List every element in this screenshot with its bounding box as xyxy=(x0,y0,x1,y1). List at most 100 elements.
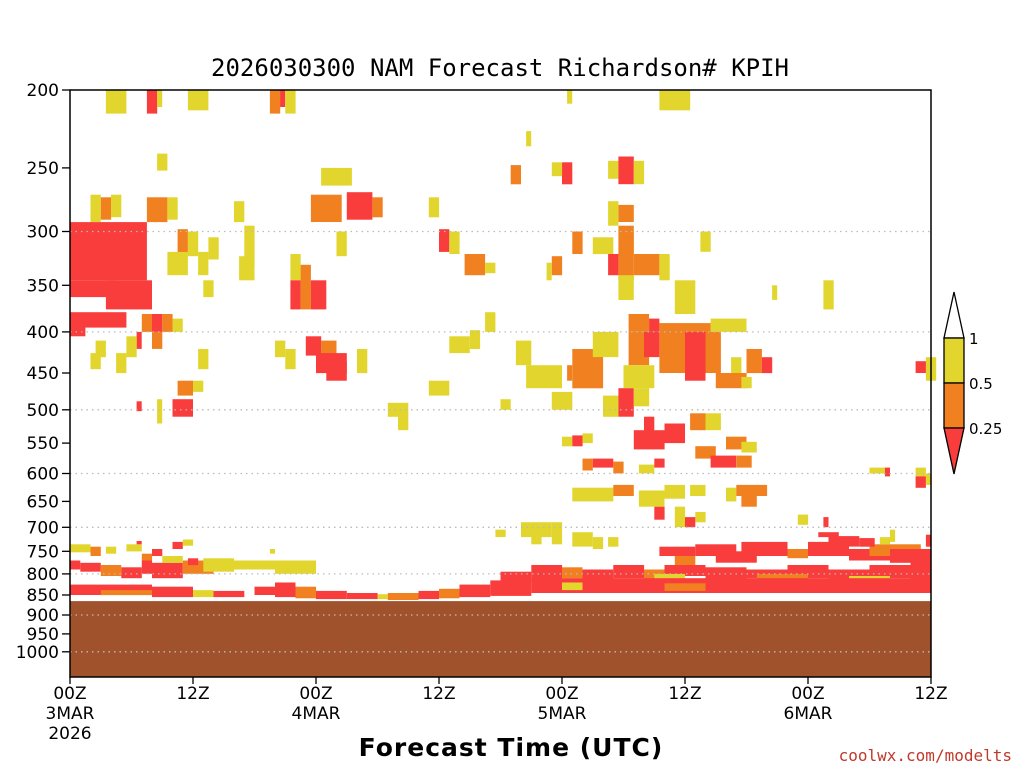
ri-cell xyxy=(869,467,885,474)
legend-label: 0.5 xyxy=(969,375,993,393)
ri-cell xyxy=(70,318,86,337)
x-tick-date: 3MAR xyxy=(46,704,95,724)
ri-cell xyxy=(521,522,552,538)
y-tick-label: 750 xyxy=(27,542,59,562)
ri-cell xyxy=(741,496,757,507)
ri-cell xyxy=(141,314,153,332)
ri-cell xyxy=(182,539,194,546)
ri-cell xyxy=(890,529,896,542)
ri-cell xyxy=(613,484,634,496)
ri-cell xyxy=(910,560,931,581)
x-tick-label: 00Z xyxy=(53,684,86,704)
ri-cell xyxy=(70,280,117,298)
ri-cell xyxy=(736,484,768,496)
ri-cell xyxy=(515,340,532,366)
ri-cell xyxy=(290,254,301,281)
ri-cell xyxy=(572,435,583,447)
ri-cell xyxy=(572,487,614,502)
ri-cell xyxy=(346,192,373,220)
ri-cell xyxy=(485,262,496,274)
ri-cell xyxy=(592,331,619,358)
ri-cell xyxy=(562,567,583,579)
ri-cell xyxy=(818,532,839,538)
ri-cell xyxy=(157,399,163,424)
ri-cell xyxy=(172,541,183,549)
ri-cell xyxy=(459,584,491,598)
ri-cell xyxy=(551,162,563,177)
legend-label: 1 xyxy=(969,330,979,348)
ri-cell xyxy=(695,512,706,523)
ri-cell xyxy=(526,365,562,389)
ri-cell xyxy=(95,340,106,358)
ri-cell xyxy=(105,90,127,114)
ri-cell xyxy=(659,90,691,111)
ri-cell xyxy=(685,517,696,528)
ri-cell xyxy=(700,231,711,252)
ri-cell xyxy=(664,565,706,576)
ri-cell xyxy=(726,436,747,450)
ri-cell xyxy=(654,506,665,520)
ri-cell xyxy=(741,541,788,556)
ri-cell xyxy=(879,537,891,545)
ri-cell xyxy=(213,590,245,598)
ri-cell xyxy=(208,237,219,260)
ri-cell xyxy=(613,565,645,579)
ri-cell xyxy=(664,484,685,499)
ri-cell xyxy=(649,318,660,332)
ri-cell xyxy=(305,336,322,356)
ri-cell xyxy=(70,584,152,595)
ri-cell xyxy=(664,423,685,444)
y-tick-label: 450 xyxy=(27,364,59,384)
ri-cell xyxy=(254,586,275,595)
y-tick-label: 550 xyxy=(27,434,59,454)
x-tick-date: 5MAR xyxy=(538,704,587,724)
ri-cell xyxy=(377,594,388,600)
ri-cell xyxy=(551,256,563,276)
ri-cell xyxy=(285,90,296,114)
legend-swatch xyxy=(943,382,965,429)
y-tick-label: 850 xyxy=(27,586,59,606)
ri-cell xyxy=(500,571,532,583)
ri-cell xyxy=(157,90,163,107)
ri-cell xyxy=(105,546,117,554)
ri-cell xyxy=(551,391,573,410)
x-tick-label: 00Z xyxy=(791,684,824,704)
ri-cell xyxy=(141,560,153,574)
legend-label: 0.25 xyxy=(969,420,1002,438)
ri-cell xyxy=(582,458,593,471)
ri-cell xyxy=(685,331,706,381)
ri-cell xyxy=(136,541,142,545)
legend-swatch xyxy=(943,427,965,475)
ri-cell xyxy=(567,90,573,104)
ri-cell xyxy=(244,225,255,267)
ri-cell xyxy=(269,90,281,114)
ri-cell xyxy=(177,380,193,396)
ri-cell xyxy=(198,251,209,276)
ri-cell xyxy=(136,401,142,412)
ri-cell xyxy=(690,413,706,431)
ri-cell xyxy=(80,562,101,572)
ri-cell xyxy=(772,285,778,300)
ri-cell xyxy=(187,90,209,111)
ri-cell xyxy=(562,582,583,591)
ri-cell xyxy=(828,569,870,581)
ri-cell xyxy=(715,551,757,563)
ri-cell xyxy=(398,402,409,431)
ri-cell xyxy=(710,455,737,468)
ri-cell xyxy=(628,331,650,366)
ri-cell xyxy=(162,314,173,332)
ri-cell xyxy=(100,590,163,596)
ri-cell xyxy=(726,487,737,502)
ri-cell xyxy=(582,433,593,444)
ri-cell xyxy=(193,590,214,598)
y-tick-label: 900 xyxy=(27,606,59,626)
ri-cell xyxy=(562,162,573,185)
ri-cell xyxy=(705,413,721,431)
richardson-cells xyxy=(70,90,937,600)
ri-cell xyxy=(705,331,721,373)
ri-cell xyxy=(70,544,91,553)
y-tick-label: 800 xyxy=(27,565,59,585)
x-tick-label: 00Z xyxy=(545,684,578,704)
